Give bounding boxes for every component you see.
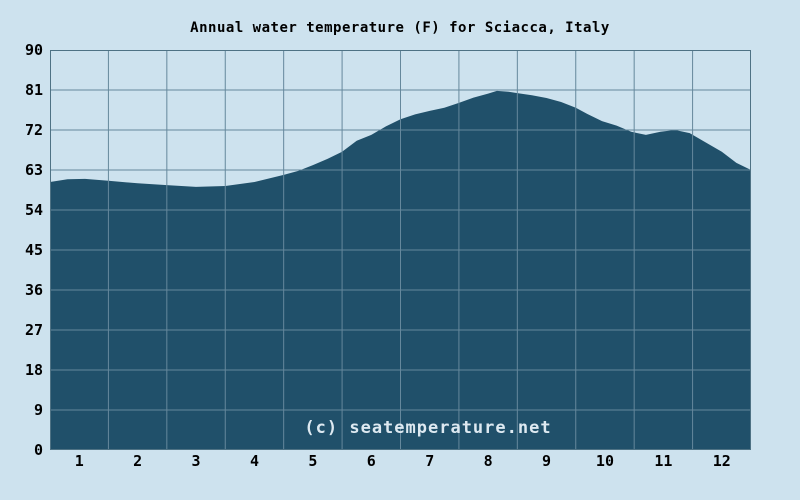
x-axis-tick-label: 7: [425, 452, 435, 470]
x-axis-tick-label: 12: [712, 452, 731, 470]
chart-title: Annual water temperature (F) for Sciacca…: [190, 20, 610, 36]
x-axis-tick-label: 5: [308, 452, 318, 470]
y-axis-tick-label: 18: [24, 361, 43, 379]
x-axis-tick-label: 2: [133, 452, 143, 470]
x-axis-tick-label: 3: [191, 452, 201, 470]
y-axis-tick-label: 45: [24, 241, 43, 259]
plot-border: [50, 50, 751, 450]
x-axis-tick-label: 10: [595, 452, 614, 470]
watermark: (c) seatemperature.net: [304, 418, 552, 438]
y-axis-tick-label: 9: [33, 401, 43, 419]
y-axis-tick-label: 90: [24, 41, 43, 59]
y-axis-tick-label: 72: [24, 121, 43, 139]
x-axis-tick-label: 4: [249, 452, 259, 470]
x-axis-tick-label: 6: [366, 452, 376, 470]
y-axis-tick-label: 36: [24, 281, 43, 299]
plot-area: [50, 50, 751, 450]
y-axis-tick-label: 54: [24, 201, 43, 219]
y-axis-tick-label: 0: [33, 441, 43, 459]
x-axis-tick-label: 8: [483, 452, 493, 470]
y-axis-tick-label: 63: [24, 161, 43, 179]
temperature-area-chart: [50, 50, 751, 450]
x-axis-tick-label: 11: [654, 452, 673, 470]
y-axis-tick-label: 27: [24, 321, 43, 339]
x-axis-tick-label: 9: [542, 452, 552, 470]
y-axis-tick-label: 81: [24, 81, 43, 99]
x-axis-tick-label: 1: [74, 452, 84, 470]
